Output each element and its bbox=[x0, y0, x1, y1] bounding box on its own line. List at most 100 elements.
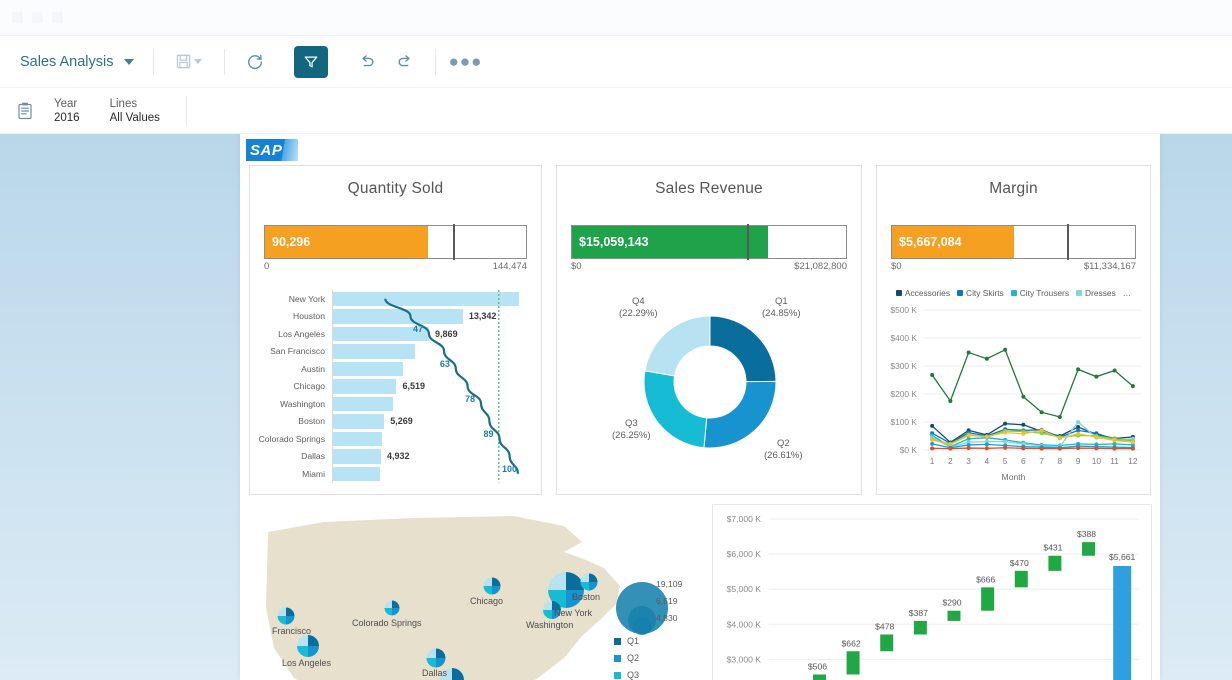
line-data-point[interactable] bbox=[984, 442, 989, 447]
map-pie-slice[interactable] bbox=[566, 572, 584, 590]
line-series[interactable] bbox=[932, 447, 1133, 450]
line-data-point[interactable] bbox=[966, 433, 971, 438]
pareto-bar[interactable] bbox=[333, 291, 519, 306]
map-pie-slice[interactable] bbox=[552, 610, 561, 619]
tile-quantity-sold[interactable]: Quantity Sold 90,296 0 144,474 New York H… bbox=[249, 165, 542, 495]
line-data-point[interactable] bbox=[1112, 368, 1117, 373]
filter-chip-year[interactable]: Year 2016 bbox=[38, 98, 94, 124]
line-data-point[interactable] bbox=[930, 437, 935, 442]
line-data-point[interactable] bbox=[1094, 374, 1099, 379]
line-series[interactable] bbox=[931, 429, 1133, 446]
map-pie-slice[interactable] bbox=[589, 582, 598, 591]
line-data-point[interactable] bbox=[984, 434, 989, 439]
legend-item[interactable]: Accessories bbox=[895, 288, 950, 298]
map-pie-slice[interactable] bbox=[483, 586, 493, 595]
pareto-bar[interactable] bbox=[333, 449, 381, 464]
line-data-point[interactable] bbox=[1112, 441, 1117, 446]
waterfall-total-bar[interactable] bbox=[1113, 565, 1132, 680]
map-pie-slice[interactable] bbox=[436, 648, 446, 659]
waterfall-step-bar[interactable] bbox=[1082, 542, 1096, 556]
window-maximize-button[interactable] bbox=[32, 12, 43, 23]
waterfall-step-bar[interactable] bbox=[880, 634, 894, 652]
legend-item[interactable]: Q1 bbox=[614, 636, 639, 646]
line-data-point[interactable] bbox=[1076, 425, 1081, 430]
waterfall-step-bar[interactable] bbox=[1048, 555, 1062, 571]
legend-item[interactable]: Dresses bbox=[1076, 288, 1116, 298]
line-data-point[interactable] bbox=[1057, 414, 1062, 419]
legend-item[interactable]: City Trousers bbox=[1010, 288, 1069, 298]
map-pie-slice[interactable] bbox=[384, 608, 393, 616]
line-data-point[interactable] bbox=[1021, 431, 1026, 436]
more-options-button[interactable]: ●●● bbox=[449, 46, 483, 78]
line-data-point[interactable] bbox=[1076, 420, 1081, 424]
window-close-button[interactable] bbox=[52, 12, 63, 23]
line-data-point[interactable] bbox=[966, 446, 971, 451]
save-button[interactable] bbox=[167, 46, 211, 78]
map-pie-slice[interactable] bbox=[440, 668, 452, 680]
pareto-row[interactable]: Boston 5,269 bbox=[250, 412, 531, 430]
pareto-row[interactable]: New York bbox=[250, 290, 531, 308]
pareto-row[interactable]: San Francisco bbox=[250, 342, 531, 360]
map-pie-slice[interactable] bbox=[492, 577, 501, 587]
map-quarter-legend[interactable]: Q1Q2Q3Q4 bbox=[614, 636, 639, 680]
waterfall-step-bar[interactable] bbox=[913, 620, 927, 635]
map-pie-slice[interactable] bbox=[426, 648, 437, 659]
map-pie-slice[interactable] bbox=[566, 590, 584, 608]
line-data-point[interactable] bbox=[1021, 422, 1026, 427]
map-pie-slice[interactable] bbox=[580, 582, 590, 591]
map-pie-slice[interactable] bbox=[426, 658, 437, 668]
filter-button[interactable] bbox=[293, 45, 328, 78]
line-data-point[interactable] bbox=[966, 350, 971, 355]
line-data-point[interactable] bbox=[984, 439, 989, 444]
line-data-point[interactable] bbox=[966, 440, 971, 445]
map-pie-slice[interactable] bbox=[286, 607, 295, 617]
line-data-point[interactable] bbox=[1076, 431, 1081, 436]
legend-item[interactable]: Q3 bbox=[614, 670, 639, 680]
pareto-bar[interactable] bbox=[333, 396, 394, 411]
map-pie-slice[interactable] bbox=[384, 600, 393, 609]
line-series[interactable] bbox=[931, 428, 1133, 445]
line-data-point[interactable] bbox=[1003, 347, 1008, 352]
legend-item[interactable]: City Skirts bbox=[957, 288, 1004, 298]
pareto-row[interactable]: Los Angeles 9,869 bbox=[250, 325, 531, 343]
line-data-point[interactable] bbox=[930, 423, 935, 428]
map-pie-slice[interactable] bbox=[543, 610, 552, 619]
undo-button[interactable] bbox=[350, 46, 384, 78]
donut-chart-revenue[interactable]: Q1 (24.85%) Q2 (26.61%) Q3 (26.25%) Q4 (22.29%) bbox=[557, 278, 861, 493]
story-title-dropdown[interactable]: Sales Analysis bbox=[12, 49, 140, 75]
pareto-row[interactable]: Colorado Springs bbox=[250, 430, 531, 448]
waterfall-step-bar[interactable] bbox=[947, 610, 961, 621]
map-pie-slice[interactable] bbox=[277, 607, 287, 617]
pareto-bar[interactable] bbox=[333, 309, 463, 324]
line-chart-legend[interactable]: Accessories City Skirts City Trousers Dress… bbox=[877, 288, 1150, 298]
pareto-bar[interactable] bbox=[333, 379, 397, 394]
donut-slice[interactable] bbox=[644, 315, 711, 377]
line-data-point[interactable] bbox=[1094, 435, 1099, 440]
map-pie-slice[interactable] bbox=[436, 658, 446, 668]
line-data-point[interactable] bbox=[1021, 394, 1026, 399]
line-data-point[interactable] bbox=[948, 399, 953, 403]
line-data-point[interactable] bbox=[1094, 431, 1099, 436]
pareto-bar[interactable] bbox=[333, 431, 383, 446]
line-data-point[interactable] bbox=[930, 441, 935, 446]
waterfall-step-bar[interactable] bbox=[812, 674, 826, 680]
window-minimize-button[interactable] bbox=[12, 12, 23, 23]
map-pie-slice[interactable] bbox=[580, 573, 590, 583]
pareto-bar[interactable] bbox=[333, 466, 380, 481]
map-pie-slice[interactable] bbox=[543, 601, 552, 610]
line-series[interactable] bbox=[931, 423, 1133, 444]
line-data-point[interactable] bbox=[984, 356, 989, 361]
line-data-point[interactable] bbox=[1021, 446, 1026, 451]
pareto-row[interactable]: Austin bbox=[250, 360, 531, 378]
line-series[interactable] bbox=[931, 348, 1134, 418]
line-data-point[interactable] bbox=[1130, 384, 1135, 389]
map-pie-slice[interactable] bbox=[552, 601, 561, 610]
line-data-point[interactable] bbox=[948, 442, 953, 447]
line-data-point[interactable] bbox=[930, 372, 935, 377]
line-data-point[interactable] bbox=[1003, 421, 1008, 426]
map-pie-slice[interactable] bbox=[548, 572, 566, 590]
tile-city-map[interactable]: Chicago Colorado Springs Francisco Los Ange… bbox=[264, 508, 704, 680]
map-pie-slice[interactable] bbox=[492, 586, 501, 595]
map-pie-slice[interactable] bbox=[297, 635, 308, 646]
line-data-point[interactable] bbox=[1003, 439, 1008, 444]
